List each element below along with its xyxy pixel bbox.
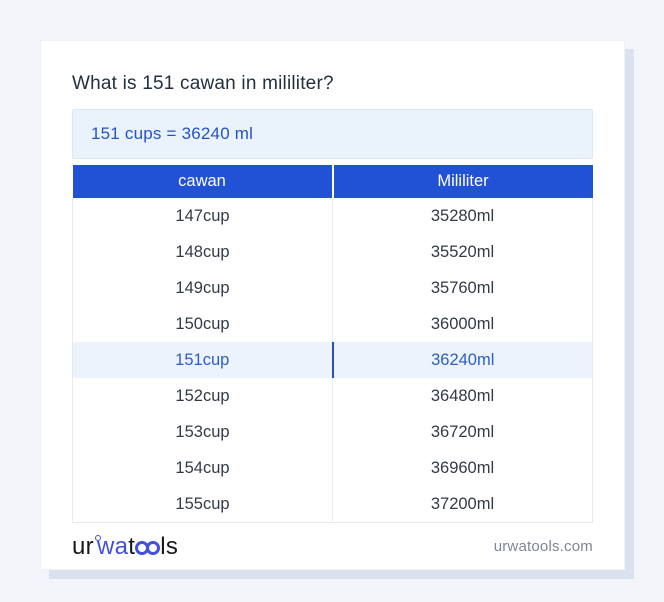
cell-mililiter: 36480ml — [332, 378, 593, 414]
result-box: 151 cups = 36240 ml — [72, 109, 593, 159]
cell-cawan: 153cup — [72, 414, 333, 450]
cell-cawan: 154cup — [72, 450, 333, 486]
cell-cawan: 152cup — [72, 378, 333, 414]
result-text: 151 cups = 36240 ml — [91, 124, 254, 143]
card-footer: ur wa t ls urwatools.com — [72, 523, 593, 570]
column-header-cawan: cawan — [72, 165, 333, 198]
column-header-mililiter: Mililiter — [331, 165, 593, 198]
cell-cawan: 151cup — [72, 342, 333, 378]
logo-text-ur: ur — [72, 532, 94, 560]
cell-mililiter: 35760ml — [332, 270, 593, 306]
site-url: urwatools.com — [493, 538, 593, 555]
logo-text-ls: ls — [160, 532, 179, 560]
cell-mililiter: 36960ml — [332, 450, 593, 486]
conversion-card: What is 151 cawan in mililiter? 151 cups… — [40, 40, 625, 570]
cell-cawan: 155cup — [72, 486, 333, 523]
table-row[interactable]: 150cup 36000ml — [72, 306, 593, 342]
cell-mililiter: 37200ml — [332, 486, 593, 523]
table-header: cawan Mililiter — [72, 165, 593, 198]
cell-mililiter: 35520ml — [332, 234, 593, 270]
table-row[interactable]: 148cup 35520ml — [72, 234, 593, 270]
conversion-table: cawan Mililiter 147cup 35280ml 148cup 35520… — [72, 165, 593, 523]
table-row[interactable]: 153cup 36720ml — [72, 414, 593, 450]
table-row[interactable]: 151cup 36240ml — [72, 342, 593, 378]
table-row[interactable]: 155cup 37200ml — [72, 486, 593, 523]
cell-cawan: 149cup — [72, 270, 333, 306]
table-row[interactable]: 149cup 35760ml — [72, 270, 593, 306]
cell-cawan: 147cup — [72, 198, 333, 234]
table-row[interactable]: 147cup 35280ml — [72, 198, 593, 234]
cell-cawan: 150cup — [72, 306, 333, 342]
logo-text-wa: wa — [96, 532, 129, 560]
cell-cawan: 148cup — [72, 234, 333, 270]
cell-mililiter: 35280ml — [332, 198, 593, 234]
conversion-table-body: 147cup 35280ml 148cup 35520ml 149cup 35760ml 1… — [72, 198, 593, 523]
table-row[interactable]: 152cup 36480ml — [72, 378, 593, 414]
table-row[interactable]: 154cup 36960ml — [72, 450, 593, 486]
cell-mililiter: 36000ml — [332, 306, 593, 342]
cell-mililiter: 36720ml — [332, 414, 593, 450]
logo-text-t: t — [128, 532, 136, 560]
cell-mililiter: 36240ml — [331, 342, 593, 378]
page-title: What is 151 cawan in mililiter? — [72, 73, 334, 94]
logo-oo-icon — [135, 540, 161, 555]
logo-ring-icon — [94, 534, 101, 541]
brand-logo[interactable]: ur wa t ls — [72, 532, 179, 560]
